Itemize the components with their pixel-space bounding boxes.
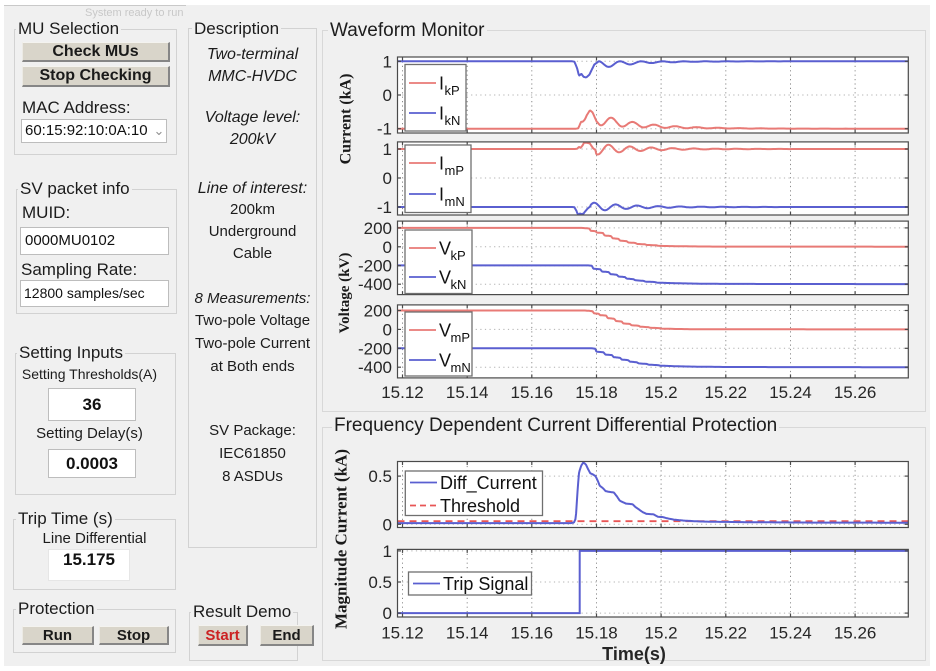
svg-text:I: I [439, 185, 444, 205]
svg-text:Threshold: Threshold [440, 496, 520, 516]
svg-text:15.24: 15.24 [769, 624, 812, 643]
svg-text:I: I [439, 154, 444, 174]
svg-text:kP: kP [445, 83, 460, 98]
svg-text:Time(s): Time(s) [602, 644, 666, 664]
svg-text:200: 200 [364, 302, 392, 321]
svg-text:-1: -1 [377, 198, 392, 217]
svg-text:1: 1 [383, 140, 392, 159]
svg-text:-200: -200 [358, 257, 392, 276]
svg-text:15.14: 15.14 [446, 624, 489, 643]
svg-text:Diff_Current: Diff_Current [440, 473, 537, 494]
svg-text:15.24: 15.24 [769, 383, 812, 402]
svg-text:Voltage (kV): Voltage (kV) [337, 253, 353, 334]
svg-text:15.16: 15.16 [511, 383, 554, 402]
svg-text:kN: kN [451, 277, 467, 292]
svg-text:-200: -200 [358, 339, 392, 358]
svg-text:V: V [439, 268, 451, 288]
svg-text:15.18: 15.18 [575, 624, 618, 643]
svg-text:mP: mP [451, 330, 471, 345]
svg-text:I: I [439, 74, 444, 94]
svg-text:-1: -1 [377, 120, 392, 139]
svg-text:mN: mN [451, 360, 471, 375]
svg-text:0: 0 [383, 169, 392, 188]
svg-text:1: 1 [383, 542, 392, 561]
svg-text:0.5: 0.5 [368, 573, 392, 592]
svg-text:V: V [439, 239, 451, 259]
svg-text:-400: -400 [358, 275, 392, 294]
svg-text:0: 0 [383, 238, 392, 257]
svg-text:kP: kP [451, 248, 466, 263]
svg-text:I: I [439, 104, 444, 124]
svg-text:V: V [439, 351, 451, 371]
svg-text:kN: kN [445, 113, 461, 128]
svg-text:15.16: 15.16 [511, 624, 554, 643]
svg-text:0.5: 0.5 [368, 467, 392, 486]
svg-text:15.18: 15.18 [575, 383, 618, 402]
svg-text:15.22: 15.22 [705, 383, 748, 402]
svg-text:0: 0 [383, 515, 392, 534]
svg-text:Current (kA): Current (kA) [338, 74, 355, 165]
svg-text:15.26: 15.26 [834, 624, 877, 643]
svg-text:15.22: 15.22 [705, 624, 748, 643]
svg-text:1: 1 [383, 52, 392, 71]
svg-text:0: 0 [383, 86, 392, 105]
svg-text:0: 0 [383, 604, 392, 623]
svg-text:15.12: 15.12 [381, 624, 424, 643]
svg-text:Trip Signal: Trip Signal [443, 574, 528, 594]
svg-text:0: 0 [383, 320, 392, 339]
svg-text:V: V [439, 321, 451, 341]
svg-text:15.14: 15.14 [446, 383, 489, 402]
svg-text:Magnitude Current (kA): Magnitude Current (kA) [332, 449, 351, 629]
svg-text:-400: -400 [358, 358, 392, 377]
svg-text:mN: mN [445, 194, 465, 209]
svg-text:15.2: 15.2 [645, 383, 678, 402]
svg-text:15.26: 15.26 [834, 383, 877, 402]
svg-text:200: 200 [364, 219, 392, 238]
svg-text:mP: mP [445, 163, 465, 178]
svg-text:15.2: 15.2 [645, 624, 678, 643]
svg-text:15.12: 15.12 [381, 383, 424, 402]
